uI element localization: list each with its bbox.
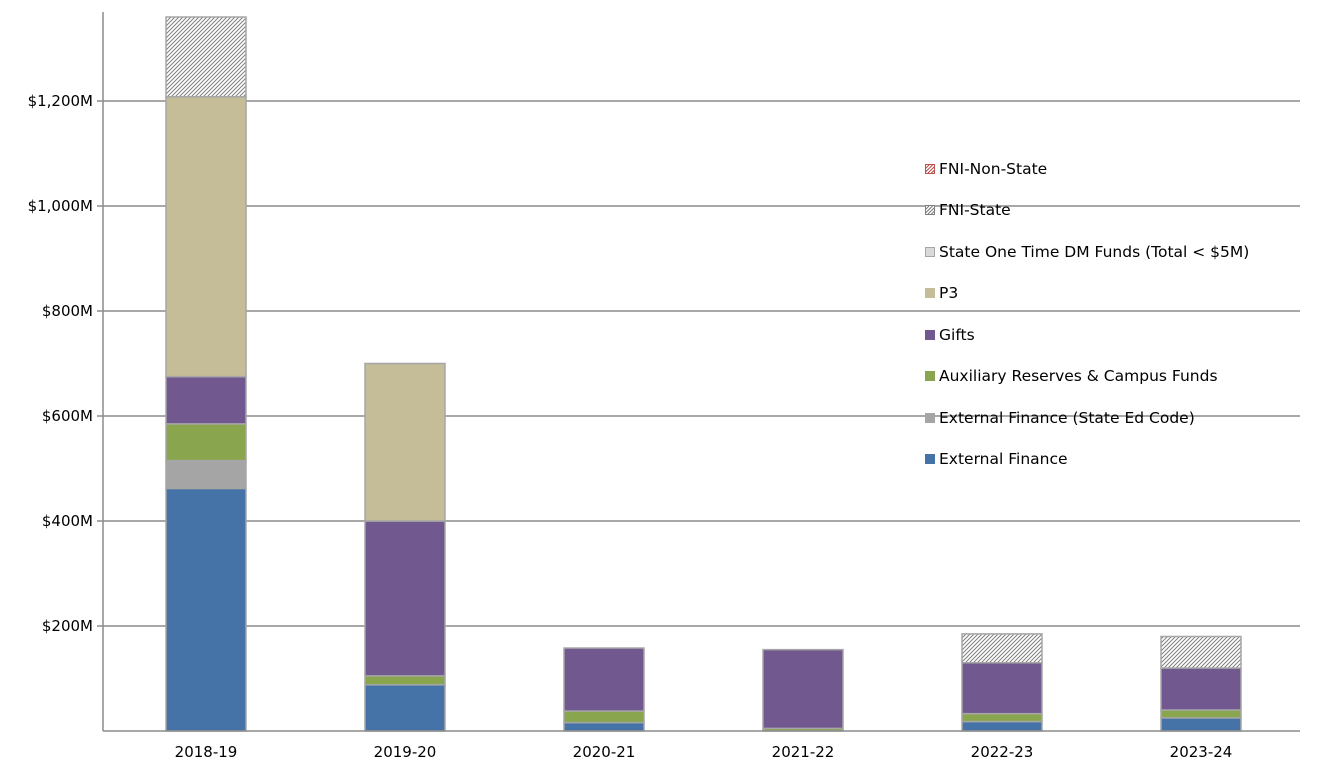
x-tick-label: 2023-24: [1170, 743, 1233, 761]
x-tick-label: 2022-23: [971, 743, 1034, 761]
bar-segment: [364, 675, 446, 686]
legend-item: State One Time DM Funds (Total < $5M): [925, 231, 1249, 273]
x-tick-label: 2019-20: [374, 743, 437, 761]
legend-label: FNI-State: [939, 201, 1011, 220]
bar-segment: [961, 720, 1043, 732]
legend-swatch: [925, 412, 935, 423]
bar-segment: [165, 423, 247, 462]
y-tick-label: $1,000M: [28, 197, 93, 215]
legend-swatch: [925, 288, 935, 299]
legend-swatch: [925, 371, 935, 382]
bar-segment: [165, 487, 247, 732]
bar-segment: [961, 633, 1043, 664]
y-tick-label: $600M: [42, 407, 93, 425]
bar-segment: [563, 647, 645, 712]
legend-item: External Finance (State Ed Code): [925, 397, 1249, 439]
x-tick-label: 2020-21: [573, 743, 636, 761]
legend-label: External Finance (State Ed Code): [939, 408, 1195, 427]
bar-segment: [165, 375, 247, 425]
gridlines: [103, 100, 1300, 627]
legend: FNI-Non-State FNI-State State One Time DM …: [925, 148, 1249, 480]
legend-item: FNI-State: [925, 190, 1249, 232]
x-tick-label: 2018-19: [175, 743, 238, 761]
legend-swatch: [925, 454, 935, 465]
y-tick-label: $400M: [42, 512, 93, 530]
bar-segment: [563, 721, 645, 732]
y-tick-label: $200M: [42, 617, 93, 635]
bar-segment: [364, 684, 446, 732]
legend-item: Gifts: [925, 314, 1249, 356]
bar-segment: [1160, 635, 1242, 669]
bar-segment: [961, 712, 1043, 723]
bar-segment: [1160, 667, 1242, 711]
legend-swatch: [925, 163, 935, 174]
x-axis: 2018-19 2019-20 2020-21 2021-22 2022-23 2023-…: [103, 730, 1300, 761]
legend-swatch: [925, 329, 935, 340]
legend-item: External Finance: [925, 439, 1249, 481]
legend-item: Auxiliary Reserves & Campus Funds: [925, 356, 1249, 398]
legend-swatch: [925, 205, 935, 216]
y-axis: $200M $400M $600M $800M $1,000M $1,200M: [28, 12, 104, 731]
bar-segment: [1160, 717, 1242, 732]
legend-item: FNI-Non-State: [925, 148, 1249, 190]
legend-label: State One Time DM Funds (Total < $5M): [939, 242, 1250, 261]
legend-label: P3: [939, 284, 959, 303]
legend-item: P3: [925, 273, 1249, 315]
bar-segment: [762, 648, 844, 730]
y-tick-label: $800M: [42, 302, 93, 320]
bar-segment: [1160, 709, 1242, 719]
legend-label: Gifts: [939, 325, 975, 344]
x-tick-label: 2021-22: [772, 743, 835, 761]
y-tick-label: $1,200M: [28, 92, 93, 110]
bars: [165, 16, 1242, 732]
bar-segment: [961, 662, 1043, 715]
bar-segment: [165, 16, 247, 98]
legend-label: External Finance: [939, 450, 1068, 469]
bar-segment: [165, 459, 247, 490]
bar-segment: [563, 710, 645, 724]
bar-segment: [364, 520, 446, 677]
legend-swatch: [925, 246, 935, 257]
bar-segment: [165, 96, 247, 378]
legend-label: FNI-Non-State: [939, 159, 1048, 178]
legend-label: Auxiliary Reserves & Campus Funds: [939, 367, 1218, 386]
bar-segment: [364, 362, 446, 522]
